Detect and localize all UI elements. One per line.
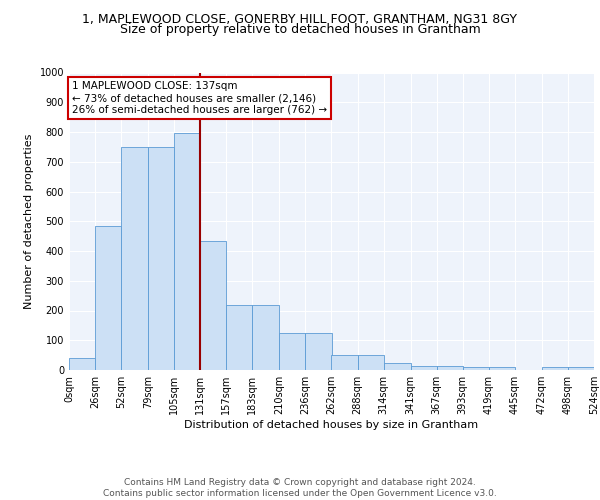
Bar [253,304,280,370]
Bar [69,358,95,370]
Bar [358,355,383,370]
Text: 1, MAPLEWOOD CLOSE, GONERBY HILL FOOT, GRANTHAM, NG31 8GY: 1, MAPLEWOOD CLOSE, GONERBY HILL FOOT, G… [83,12,517,26]
Bar [331,355,358,370]
Text: Size of property relative to detached houses in Grantham: Size of property relative to detached ho… [119,22,481,36]
Bar [174,134,200,370]
Bar [280,333,305,370]
Text: 1 MAPLEWOOD CLOSE: 137sqm
← 73% of detached houses are smaller (2,146)
26% of se: 1 MAPLEWOOD CLOSE: 137sqm ← 73% of detac… [72,82,327,114]
Bar [148,147,174,370]
Bar [305,333,331,370]
Bar [95,226,121,370]
Bar [410,366,437,370]
Text: Contains HM Land Registry data © Crown copyright and database right 2024.
Contai: Contains HM Land Registry data © Crown c… [103,478,497,498]
Bar [437,366,463,370]
Bar [383,362,410,370]
Bar [121,147,148,370]
Y-axis label: Number of detached properties: Number of detached properties [24,134,34,309]
Bar [200,240,226,370]
Bar [542,367,568,370]
Bar [463,367,489,370]
X-axis label: Distribution of detached houses by size in Grantham: Distribution of detached houses by size … [184,420,479,430]
Bar [226,304,253,370]
Bar [568,367,594,370]
Bar [489,367,515,370]
